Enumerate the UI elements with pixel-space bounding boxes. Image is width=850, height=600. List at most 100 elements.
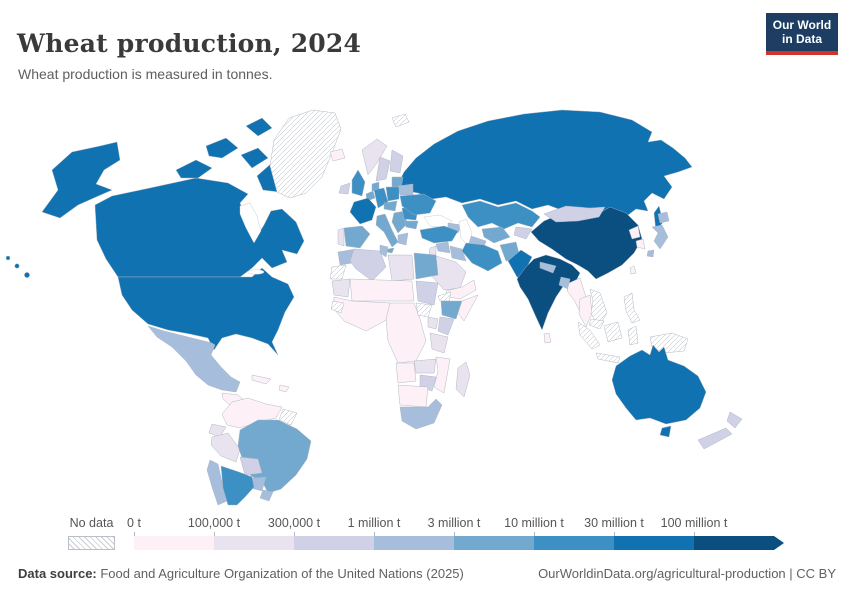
country-algeria[interactable]	[349, 248, 387, 282]
country-spain[interactable]	[343, 225, 371, 249]
country-indonesia-java[interactable]	[595, 352, 621, 364]
country-france[interactable]	[349, 197, 377, 225]
country-colombia-venezuela[interactable]	[221, 397, 283, 429]
country-canada-islands[interactable]	[245, 117, 273, 137]
country-hawaii[interactable]	[24, 272, 30, 278]
country-bolivia[interactable]	[239, 456, 263, 476]
country-thailand[interactable]	[578, 294, 593, 328]
country-italy[interactable]	[375, 213, 399, 248]
country-egypt[interactable]	[413, 252, 439, 280]
country-south-sudan[interactable]	[415, 302, 433, 318]
country-zambia[interactable]	[413, 358, 437, 374]
country-uruguay[interactable]	[259, 489, 274, 502]
country-bulgaria[interactable]	[404, 220, 419, 230]
legend-bin-2[interactable]	[294, 536, 374, 550]
country-chile[interactable]	[206, 459, 228, 506]
country-madagascar[interactable]	[455, 361, 471, 398]
country-indonesia-sulawesi[interactable]	[627, 325, 639, 346]
country-libya[interactable]	[387, 254, 415, 282]
country-svalbard[interactable]	[391, 113, 410, 128]
country-sahel[interactable]	[349, 278, 415, 302]
legend-bin-4[interactable]	[454, 536, 534, 550]
country-japan[interactable]	[651, 224, 669, 250]
country-angola[interactable]	[395, 362, 417, 384]
country-new-zealand[interactable]	[726, 411, 743, 429]
country-japan[interactable]	[657, 211, 670, 224]
country-australia[interactable]	[611, 344, 707, 425]
country-guinea[interactable]	[330, 300, 345, 314]
country-malaysia[interactable]	[588, 318, 605, 330]
country-new-zealand[interactable]	[697, 427, 733, 450]
country-namibia-botswana[interactable]	[397, 384, 429, 408]
legend-bin-0[interactable]	[134, 536, 214, 550]
country-belarus[interactable]	[397, 183, 414, 196]
country-syria[interactable]	[435, 241, 451, 254]
country-nepal[interactable]	[539, 261, 557, 274]
country-iraq[interactable]	[449, 245, 467, 262]
country-hawaii[interactable]	[5, 255, 11, 261]
country-finland[interactable]	[389, 149, 404, 174]
country-alaska[interactable]	[41, 141, 121, 219]
country-canada-islands[interactable]	[240, 147, 269, 169]
country-sudan[interactable]	[415, 280, 439, 306]
country-hawaii[interactable]	[14, 263, 20, 269]
country-turkey[interactable]	[419, 225, 459, 244]
owid-logo[interactable]: Our World in Data	[766, 13, 838, 55]
country-south-korea[interactable]	[635, 238, 646, 250]
country-ireland[interactable]	[338, 182, 351, 195]
legend-bin-7[interactable]	[694, 536, 774, 550]
country-mozambique[interactable]	[433, 356, 451, 394]
country-norway[interactable]	[361, 138, 388, 176]
country-new-guinea[interactable]	[649, 332, 689, 354]
country-usa[interactable]	[117, 267, 295, 356]
legend-bin-5[interactable]	[534, 536, 614, 550]
country-argentina[interactable]	[220, 465, 255, 506]
country-north-korea[interactable]	[628, 225, 641, 240]
country-tasmania[interactable]	[659, 425, 672, 438]
country-sweden[interactable]	[375, 156, 391, 182]
country-ethiopia[interactable]	[440, 300, 463, 320]
country-philippines[interactable]	[623, 292, 641, 324]
country-sri-lanka[interactable]	[543, 332, 552, 344]
country-japan[interactable]	[646, 249, 655, 258]
country-eritrea[interactable]	[437, 291, 452, 302]
country-greece[interactable]	[397, 232, 409, 246]
legend-bin-6[interactable]	[614, 536, 694, 550]
country-hispaniola[interactable]	[278, 384, 290, 393]
country-south-africa[interactable]	[399, 398, 443, 430]
country-kyrgyzstan-tajikistan[interactable]	[513, 226, 533, 240]
country-mongolia[interactable]	[543, 205, 606, 223]
country-mauritania[interactable]	[331, 278, 351, 298]
country-canada-islands[interactable]	[205, 137, 239, 159]
country-czech-austria-hungary[interactable]	[383, 200, 398, 212]
country-indonesia-sumatra[interactable]	[577, 321, 601, 350]
country-uganda[interactable]	[427, 316, 439, 330]
country-iran[interactable]	[461, 242, 503, 272]
country-cuba[interactable]	[251, 374, 272, 385]
footer-link[interactable]: OurWorldinData.org/agricultural-producti…	[538, 566, 836, 581]
country-tunisia[interactable]	[379, 244, 389, 258]
country-west-africa[interactable]	[333, 296, 391, 332]
country-indonesia-borneo[interactable]	[603, 321, 623, 343]
country-guyanas[interactable]	[278, 408, 298, 426]
country-greenland[interactable]	[269, 109, 342, 199]
country-taiwan[interactable]	[629, 265, 637, 275]
country-kazakhstan[interactable]	[461, 200, 541, 230]
country-canada-islands[interactable]	[175, 159, 213, 179]
country-uk[interactable]	[351, 169, 366, 197]
legend-no-data-swatch[interactable]	[68, 536, 115, 550]
country-iceland[interactable]	[329, 148, 346, 162]
country-canada[interactable]	[94, 177, 305, 278]
country-poland[interactable]	[385, 186, 400, 202]
country-western-sahara[interactable]	[329, 264, 347, 280]
country-portugal[interactable]	[337, 227, 345, 247]
legend-bin-3[interactable]	[374, 536, 454, 550]
country-sicily[interactable]	[386, 247, 395, 254]
legend-bin-1[interactable]	[214, 536, 294, 550]
country-russia[interactable]	[397, 109, 693, 216]
country-ukraine[interactable]	[399, 193, 437, 216]
country-somalia[interactable]	[457, 294, 479, 322]
country-mexico[interactable]	[147, 325, 241, 393]
country-kenya[interactable]	[437, 316, 455, 336]
country-peru[interactable]	[210, 432, 241, 463]
